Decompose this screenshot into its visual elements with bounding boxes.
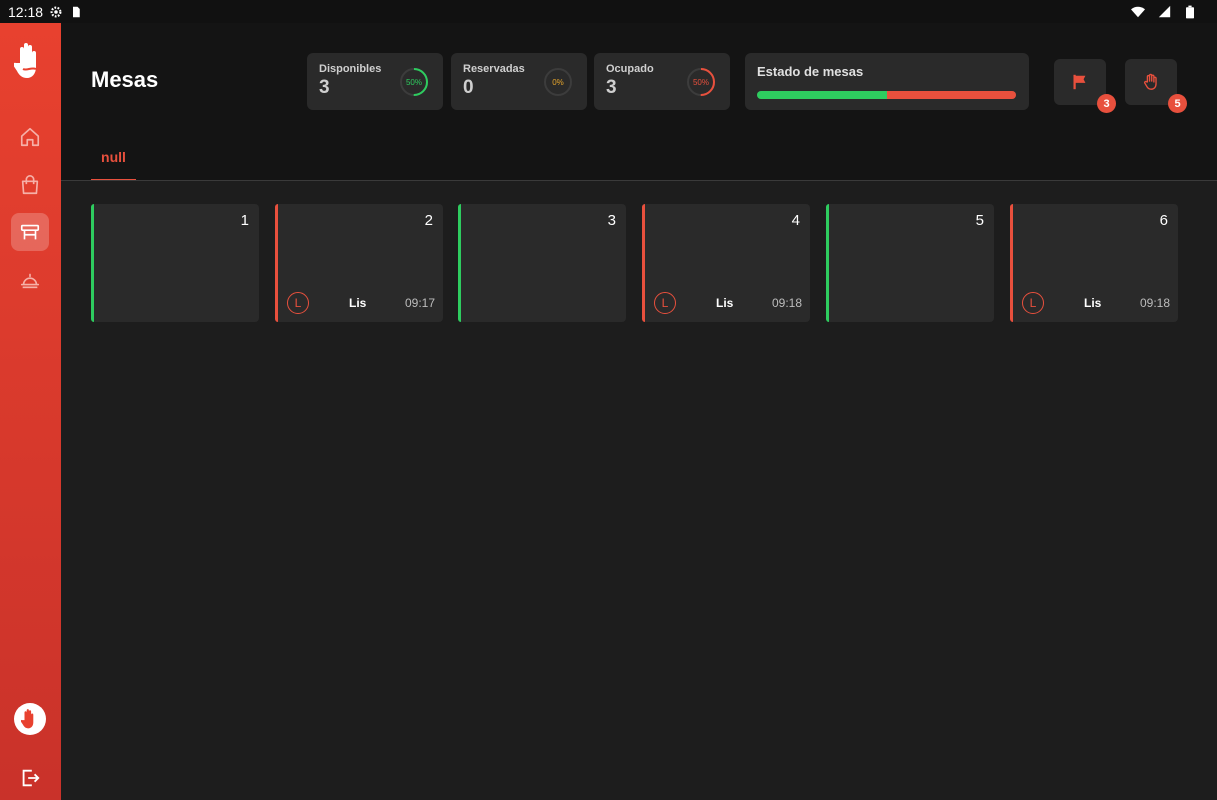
status-bar-occupied [886,91,1016,99]
stat-value: 0 [463,77,474,98]
waiter-name: Lis [1084,296,1102,310]
table-card[interactable]: 4 L Lis 09:18 [642,204,810,322]
stat-percent: 0% [552,77,564,87]
hand-request-badge: 5 [1168,94,1187,113]
sidebar-item-kitchen[interactable] [11,261,49,299]
header: Mesas Disponibles 3 50% Reservadas 0 0% … [61,23,1217,181]
table-occupant: L Lis 09:18 [654,292,802,314]
tables-grid: 1 2 L Lis 09:17 3 4 L Lis 09:18 5 6 L Li… [91,204,1181,322]
table-card[interactable]: 1 [91,204,259,322]
waiter-initial-badge: L [654,292,676,314]
table-card[interactable]: 5 [826,204,994,322]
stat-card-ocupado: Ocupado 3 50% [594,53,730,110]
cloche-icon [20,273,40,289]
occupied-since: 09:18 [1139,296,1170,310]
stat-progress-ring: 0% [543,67,573,97]
tab-area-null[interactable]: null [91,149,136,181]
table-icon [20,224,40,240]
hand-logo-icon [21,709,34,729]
waiter-initial-badge: L [287,292,309,314]
table-status-card: Estado de mesas [745,53,1029,110]
table-card[interactable]: 3 [458,204,626,322]
stat-progress-ring: 50% [686,67,716,97]
occupied-since: 09:17 [404,296,435,310]
sidebar-item-tables[interactable] [11,213,49,251]
waiter-name: Lis [349,296,367,310]
flag-icon [1073,74,1086,90]
sidebar [0,23,61,800]
table-occupant: L Lis 09:17 [287,292,435,314]
table-number: 5 [975,212,984,229]
stat-card-disponibles: Disponibles 3 50% [307,53,443,110]
table-occupant: L Lis 09:18 [1022,292,1170,314]
waiter-name: Lis [716,296,734,310]
logout-button[interactable] [11,759,49,797]
stat-label: Ocupado [606,63,654,75]
logout-icon [22,769,40,787]
wifi-icon [1131,5,1145,19]
stat-label: Reservadas [463,63,525,75]
cell-signal-icon [1157,5,1171,19]
system-status-bar: 12:18 [0,0,1217,23]
waiter-initial-badge: L [1022,292,1044,314]
battery-icon [1183,5,1197,19]
clock: 12:18 [8,3,44,20]
page-title: Mesas [91,67,159,92]
sd-card-icon [69,5,83,19]
sidebar-item-orders[interactable] [11,166,49,204]
table-card[interactable]: 6 L Lis 09:18 [1010,204,1178,322]
hand-logo-icon [12,41,46,81]
home-icon [20,127,40,147]
table-status-label: Estado de mesas [757,64,864,79]
flag-badge: 3 [1097,94,1116,113]
table-number: 3 [607,212,616,229]
user-avatar[interactable] [14,703,46,735]
flag-button[interactable]: 3 [1054,59,1116,113]
status-bar-free [757,91,887,99]
table-status-bar [757,91,1016,99]
stat-card-reservadas: Reservadas 0 0% [451,53,587,110]
stat-value: 3 [319,77,330,98]
stat-progress-ring: 50% [399,67,429,97]
sidebar-item-home[interactable] [11,118,49,156]
stat-percent: 50% [405,77,422,87]
tab-divider [61,180,1217,181]
table-card[interactable]: 2 L Lis 09:17 [275,204,443,322]
stat-label: Disponibles [319,63,382,75]
occupied-since: 09:18 [771,296,802,310]
table-number: 6 [1159,212,1168,229]
table-number: 4 [791,212,800,229]
stat-percent: 50% [692,77,709,87]
settings-gear-icon [49,5,63,19]
hand-icon [1144,73,1157,90]
table-number: 2 [424,212,433,229]
hand-request-button[interactable]: 5 [1125,59,1187,113]
shopping-bag-icon [21,175,39,195]
table-number: 1 [240,212,249,229]
stat-value: 3 [606,77,617,98]
